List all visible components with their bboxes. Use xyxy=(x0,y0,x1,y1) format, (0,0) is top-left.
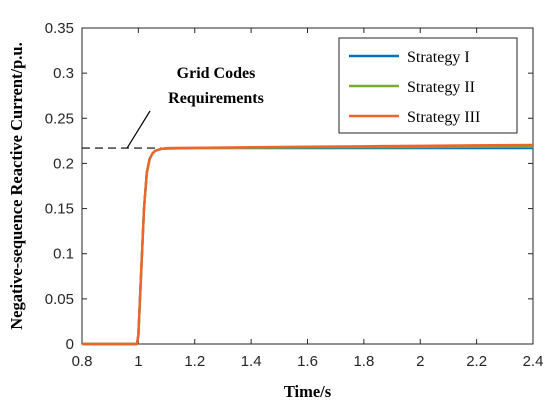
annotation-line-1: Grid Codes xyxy=(177,65,256,82)
legend-label: Strategy I xyxy=(407,49,470,66)
x-tick-label: 1 xyxy=(134,353,142,370)
y-tick-label: 0.3 xyxy=(53,65,74,82)
x-tick-label: 2.2 xyxy=(466,353,487,370)
y-tick-label: 0.2 xyxy=(53,155,74,172)
legend-label: Strategy III xyxy=(407,109,480,126)
annotation-line-2: Requirements xyxy=(168,90,264,107)
annotation: Grid Codes Requirements xyxy=(126,65,264,149)
y-tick-label: 0.35 xyxy=(45,20,74,37)
x-tick-label: 1.2 xyxy=(184,353,205,370)
x-axis-ticks: 0.8 1 1.2 1.4 1.6 1.8 2 2.2 2.4 xyxy=(72,28,544,370)
x-tick-label: 2 xyxy=(416,353,424,370)
x-tick-label: 2.4 xyxy=(523,353,544,370)
x-axis-title: Time/s xyxy=(284,382,332,401)
series-line-strategy-iii xyxy=(82,143,534,346)
y-tick-label: 0.15 xyxy=(45,201,74,218)
x-tick-label: 0.8 xyxy=(72,353,93,370)
legend: Strategy I Strategy II Strategy III xyxy=(338,37,518,134)
y-axis-title: Negative-sequence Reactive Current/p.u. xyxy=(7,42,26,329)
y-axis-ticks: 0 0.05 0.1 0.15 0.2 0.25 0.3 0.35 xyxy=(45,20,533,353)
annotation-pointer xyxy=(126,110,151,149)
legend-label: Strategy II xyxy=(407,79,475,96)
plot-area: 0.8 1 1.2 1.4 1.6 1.8 2 2.2 2.4 00.050.10.150.20… xyxy=(45,20,544,370)
y-tick-label: 0.05 xyxy=(45,291,74,308)
x-tick-label: 1.4 xyxy=(241,353,262,370)
x-tick-label: 1.8 xyxy=(353,353,374,370)
x-tick-label: 1.6 xyxy=(297,353,318,370)
y-tick-label: 0 xyxy=(66,336,74,353)
y-tick-label: 0.25 xyxy=(45,110,74,127)
y-tick-label: 0.1 xyxy=(53,246,74,263)
series-lines xyxy=(82,143,534,346)
